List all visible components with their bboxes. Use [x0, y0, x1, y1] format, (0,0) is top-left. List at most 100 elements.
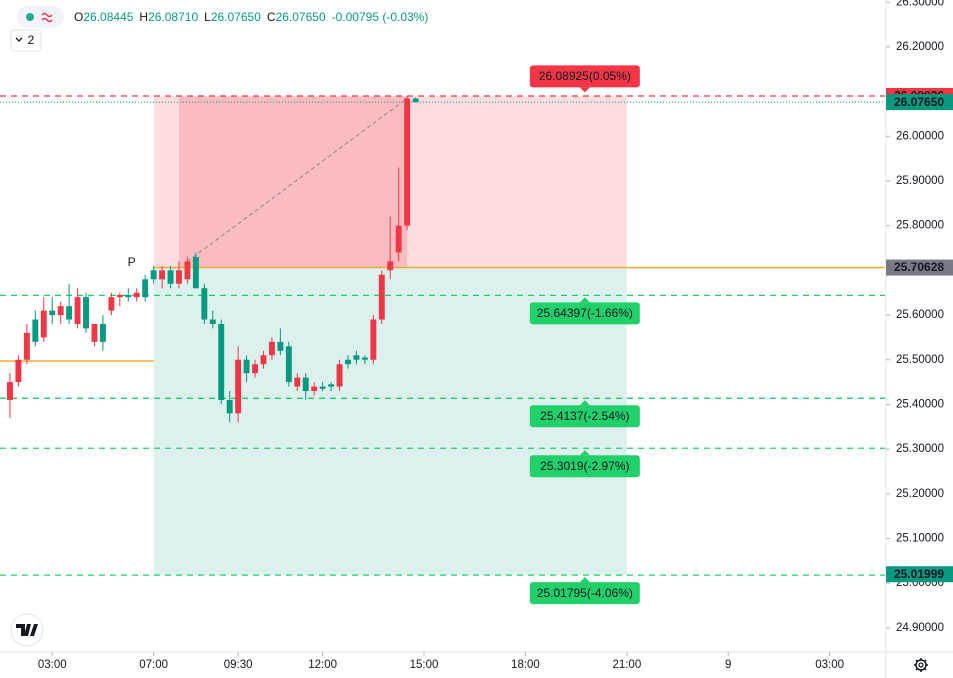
gear-teeth — [914, 658, 928, 672]
chevron-icon — [15, 37, 23, 42]
price-axis-label-bg — [886, 566, 953, 583]
ohlc-key: H — [139, 10, 148, 24]
candle-body — [150, 270, 157, 280]
candle-body — [294, 377, 301, 387]
candle-body — [91, 323, 98, 342]
candle-body — [49, 310, 56, 316]
candle-body — [99, 323, 106, 342]
candle-body — [387, 261, 394, 271]
position-label-bg — [529, 65, 640, 88]
position-label-bg — [529, 582, 640, 605]
position-label-bg — [529, 455, 640, 478]
candle-body — [116, 294, 123, 298]
x-tick-label: 12:00 — [308, 659, 337, 671]
position-label-bg — [529, 302, 640, 325]
candle-body — [40, 310, 47, 338]
y-tick-label: 24.90000 — [896, 622, 944, 634]
ohlc-value: 26.07650 — [276, 10, 326, 24]
position-label-arrow — [579, 450, 590, 456]
x-tick-label: 15:00 — [410, 659, 439, 671]
candle-body — [328, 384, 335, 387]
candle-body — [201, 288, 208, 320]
active-stop-zone — [178, 96, 408, 268]
candle-body — [108, 297, 115, 311]
ohlc-value: 26.07650 — [211, 10, 261, 24]
y-tick-label: 25.30000 — [896, 443, 944, 455]
candle-body — [184, 261, 191, 280]
candle-body — [243, 359, 250, 374]
position-label: 26.08925(0.05%) — [539, 69, 631, 83]
ohlc-key: L — [204, 10, 211, 24]
entry-axis-label: 25.70628 — [894, 260, 944, 274]
position-label: 25.4137(-2.54%) — [540, 409, 629, 423]
position-label-bg — [529, 405, 640, 428]
candle-body — [133, 292, 140, 298]
candle-body — [142, 279, 149, 298]
candle-body — [209, 319, 216, 324]
y-tick-label: 25.90000 — [896, 175, 944, 187]
candle-body — [260, 355, 267, 365]
y-tick-label: 25.20000 — [896, 488, 944, 500]
candle-body — [218, 323, 225, 400]
candle-body — [370, 319, 377, 360]
candle-body — [378, 274, 385, 320]
y-tick-label: 25.10000 — [896, 533, 944, 545]
y-tick-label: 25.60000 — [896, 309, 944, 321]
candle-body — [125, 294, 132, 298]
candle-body — [7, 382, 13, 400]
indicator-pill[interactable] — [17, 6, 64, 28]
x-tick-label: 9 — [725, 659, 731, 671]
change: -0.00795 (-0.03%) — [332, 10, 429, 24]
x-tick-label: 21:00 — [612, 659, 641, 671]
y-tick-label: 26.30000 — [896, 0, 944, 8]
candle-body — [268, 341, 275, 356]
gear-hub — [918, 662, 924, 668]
position-label-arrow — [579, 577, 590, 583]
candle-body — [74, 297, 81, 324]
candle-body — [285, 346, 292, 383]
position-label-arrow — [579, 87, 590, 93]
ohlc-value: 26.08445 — [83, 10, 133, 24]
candle-body — [412, 98, 419, 103]
candle-body — [159, 270, 166, 280]
settings-gear[interactable] — [914, 658, 928, 672]
candle-body — [32, 319, 39, 342]
y-tick-label: 26.20000 — [896, 41, 944, 53]
x-tick-label: 03:00 — [815, 659, 844, 671]
candle-body — [176, 270, 182, 284]
badge: 2 — [28, 33, 35, 47]
trend-line — [187, 97, 408, 262]
candle-body — [277, 341, 284, 351]
price-axis-label: 25.01999 — [894, 567, 944, 581]
candle-body — [336, 364, 343, 387]
candle-body — [345, 359, 351, 365]
candle-body — [319, 386, 326, 389]
candle-body — [192, 256, 199, 289]
y-tick-label: 26.00000 — [896, 130, 944, 142]
price-axis-label: 26.07650 — [894, 95, 944, 109]
candle-body — [235, 359, 242, 414]
candle-body — [83, 297, 89, 329]
candle-body — [66, 306, 73, 320]
y-tick-label: 25.40000 — [896, 398, 944, 410]
candle-body — [404, 98, 411, 226]
candle-body — [353, 355, 360, 360]
y-tick-label: 25.80000 — [896, 220, 944, 232]
collapse-button[interactable] — [10, 29, 42, 52]
candle-body — [226, 399, 233, 414]
overlay: 24.9000025.0000025.1000025.2000025.30000… — [38, 0, 953, 671]
position-label: 25.01795(-4.06%) — [537, 586, 633, 600]
price-axis-label-bg — [886, 94, 953, 111]
position-label: 25.64397(-1.66%) — [537, 306, 633, 320]
x-tick-label: 07:00 — [139, 659, 168, 671]
x-tick-label: 09:30 — [224, 659, 253, 671]
ohlc-key: O — [74, 10, 83, 24]
ohlc-header: O26.08445 H26.08710 L26.07650 C26.07650 -0.0… — [74, 10, 428, 24]
marker-label: P — [128, 255, 136, 269]
candle-body — [23, 332, 30, 360]
candle-body — [302, 377, 309, 392]
y-tick-label: 25.50000 — [896, 354, 944, 366]
